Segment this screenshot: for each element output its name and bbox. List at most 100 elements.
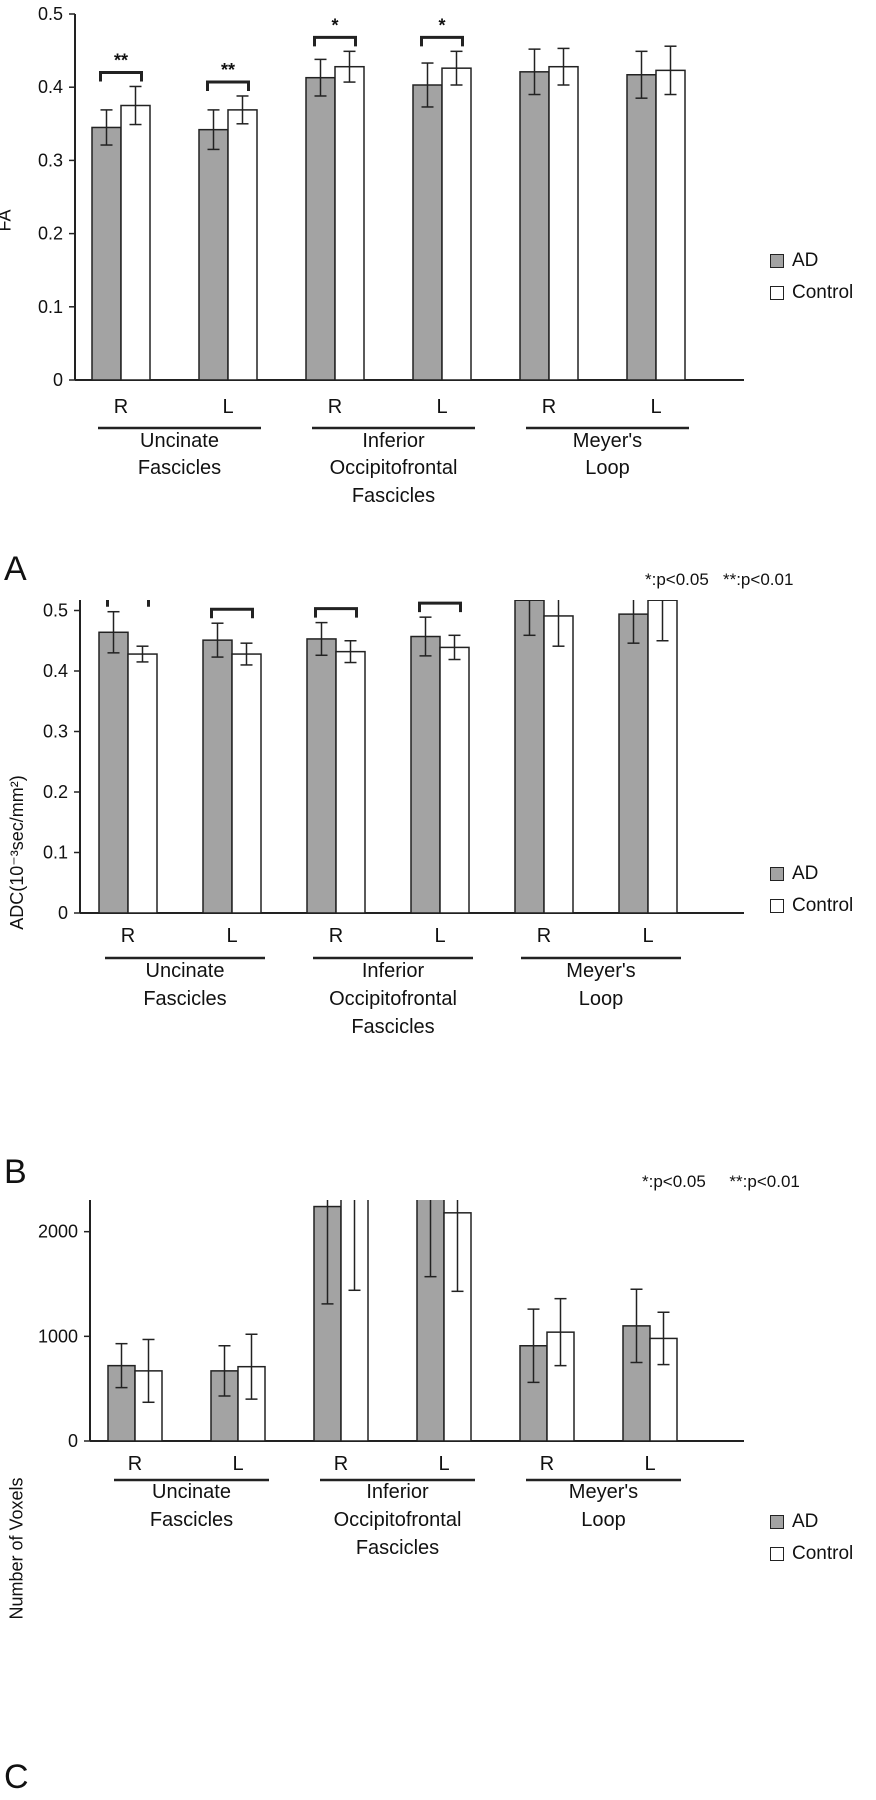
y-tick-label: 0 bbox=[58, 903, 68, 923]
legend-item-control: Control bbox=[770, 890, 853, 922]
bar-control bbox=[231, 653, 262, 914]
legend-item-control: Control bbox=[770, 1538, 853, 1570]
y-tick-label: 0.5 bbox=[38, 4, 63, 24]
significance-bracket bbox=[313, 35, 357, 47]
bar-control bbox=[120, 104, 151, 381]
bar-ad bbox=[514, 600, 545, 914]
x-tick-label: L bbox=[650, 396, 661, 418]
group-label: Inferior bbox=[366, 1481, 429, 1503]
significance-bracket bbox=[418, 601, 462, 613]
significance-marker: * bbox=[436, 600, 443, 601]
bar-control bbox=[127, 653, 158, 914]
legend-label-control: Control bbox=[792, 282, 854, 303]
bar-control bbox=[439, 646, 470, 914]
bar-ad bbox=[626, 74, 657, 381]
legend-item-ad: AD bbox=[770, 858, 853, 890]
significance-marker: * bbox=[228, 600, 235, 607]
y-tick-label: 0.4 bbox=[43, 661, 68, 681]
group-label: Loop bbox=[585, 457, 630, 479]
y-tick-label: 0.1 bbox=[43, 843, 68, 863]
legend-label-control: Control bbox=[792, 1543, 854, 1564]
bar-ad bbox=[519, 1345, 548, 1442]
legend-label-ad: AD bbox=[792, 250, 819, 271]
y-tick-label: 0 bbox=[53, 370, 63, 390]
group-label: Fascicles bbox=[150, 1509, 233, 1531]
bar-ad bbox=[618, 613, 649, 914]
panel-letter-b: B bbox=[4, 1153, 27, 1191]
legend-label-ad: AD bbox=[792, 863, 819, 884]
y-tick-label: 0.3 bbox=[43, 722, 68, 742]
y-tick-label: 1000 bbox=[38, 1326, 78, 1346]
voxels-chart-svg: 0100020003000RLRLRLUncinateFasciclesInfe… bbox=[38, 1200, 744, 1559]
x-tick-label: L bbox=[642, 925, 653, 947]
group-label: Meyer's bbox=[566, 960, 635, 982]
legend: AD Control bbox=[770, 858, 853, 922]
significance-bracket bbox=[106, 600, 150, 607]
bar-control bbox=[655, 69, 686, 381]
y-tick-label: 0.1 bbox=[38, 297, 63, 317]
y-tick-label: 2000 bbox=[38, 1222, 78, 1242]
x-tick-label: R bbox=[329, 925, 343, 947]
significance-marker: ** bbox=[114, 50, 128, 70]
bar-ad bbox=[622, 1325, 651, 1442]
legend-swatch-control bbox=[770, 286, 784, 300]
legend-item-ad: AD bbox=[770, 1506, 853, 1538]
group-label: Loop bbox=[579, 988, 624, 1010]
significance-marker: ** bbox=[329, 600, 343, 607]
y-tick-label: 0.2 bbox=[43, 782, 68, 802]
group-label: Meyer's bbox=[569, 1481, 638, 1503]
bar-ad bbox=[198, 128, 229, 381]
x-tick-label: L bbox=[226, 925, 237, 947]
bar-ad bbox=[519, 71, 550, 381]
y-tick-label: 0.4 bbox=[38, 77, 63, 97]
group-label: Fascicles bbox=[351, 1016, 434, 1038]
x-tick-label: R bbox=[114, 396, 128, 418]
x-tick-label: L bbox=[438, 1453, 449, 1475]
bar-ad bbox=[98, 631, 129, 914]
y-tick-label: 0.3 bbox=[38, 150, 63, 170]
x-tick-label: L bbox=[644, 1453, 655, 1475]
x-tick-label: R bbox=[128, 1453, 142, 1475]
adc-chart-svg: 00.10.20.30.40.50.6**R*L**R*LRLUncinateF… bbox=[43, 600, 744, 1038]
legend-swatch-ad bbox=[770, 1515, 784, 1529]
significance-bracket bbox=[420, 35, 464, 47]
y-tick-label: 0.5 bbox=[43, 601, 68, 621]
legend-swatch-control bbox=[770, 1547, 784, 1561]
panel-c-voxels-chart: 0100020003000RLRLRLUncinateFasciclesInfe… bbox=[0, 1200, 876, 1800]
legend: AD Control bbox=[770, 1506, 853, 1570]
legend: AD Control bbox=[770, 245, 853, 309]
group-label: Uncinate bbox=[152, 1481, 231, 1503]
group-label: Fascicles bbox=[352, 485, 435, 507]
x-tick-label: R bbox=[334, 1453, 348, 1475]
bar-control bbox=[647, 600, 678, 914]
legend-swatch-control bbox=[770, 899, 784, 913]
legend-item-ad: AD bbox=[770, 245, 853, 277]
group-label: Inferior bbox=[362, 430, 425, 452]
x-tick-label: L bbox=[434, 925, 445, 947]
group-label: Loop bbox=[581, 1509, 626, 1531]
x-tick-label: L bbox=[232, 1453, 243, 1475]
bar-control bbox=[227, 109, 258, 381]
x-tick-label: R bbox=[121, 925, 135, 947]
significance-note: *:p<0.05 **:p<0.01 bbox=[645, 570, 794, 589]
bar-control bbox=[548, 65, 579, 381]
panel-letter-c: C bbox=[4, 1758, 29, 1796]
legend-swatch-ad bbox=[770, 254, 784, 268]
bar-ad bbox=[410, 635, 441, 914]
group-label: Occipitofrontal bbox=[334, 1509, 462, 1531]
bar-ad bbox=[306, 638, 337, 914]
bar-ad bbox=[202, 639, 233, 914]
group-label: Meyer's bbox=[573, 430, 642, 452]
x-tick-label: L bbox=[436, 396, 447, 418]
x-tick-label: R bbox=[542, 396, 556, 418]
group-label: Fascicles bbox=[138, 457, 221, 479]
panel-a-fa-chart: 0 0.1 0.2 0.3 0.4 0.5 ** R ** L * R * L R L Uncinate Fasc… bbox=[0, 0, 876, 600]
group-label: Uncinate bbox=[146, 960, 225, 982]
x-tick-label: L bbox=[222, 396, 233, 418]
bar-control bbox=[543, 615, 574, 914]
bar-control bbox=[334, 65, 365, 381]
fa-chart-svg: 00.10.20.30.40.5**R**L*R*L R LUncinateFasc… bbox=[38, 4, 744, 507]
bar-ad bbox=[91, 126, 122, 381]
y-axis-label: Number of Voxels bbox=[6, 1477, 27, 1620]
bar-ad bbox=[305, 76, 336, 381]
